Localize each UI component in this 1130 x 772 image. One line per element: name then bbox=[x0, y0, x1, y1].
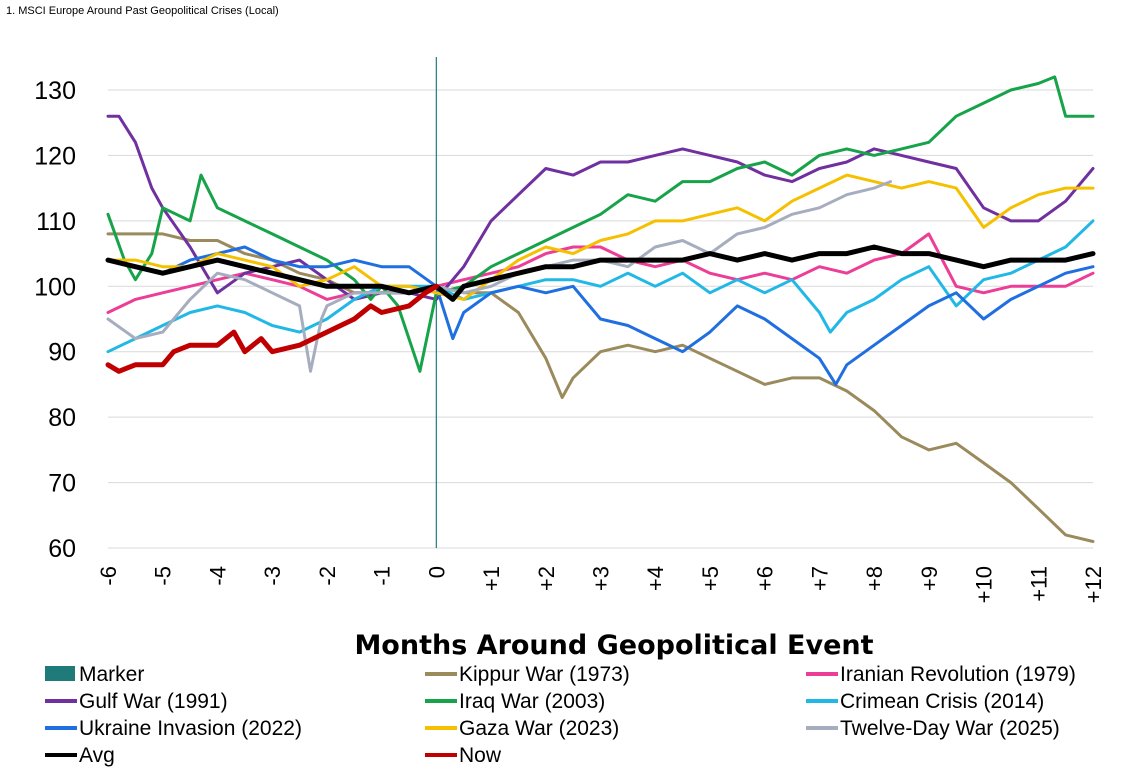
x-tick-label: -2 bbox=[315, 566, 340, 586]
legend-label-iranian-revolution-1979: Iranian Revolution (1979) bbox=[840, 663, 1076, 686]
x-tick-label: -4 bbox=[205, 566, 230, 586]
x-tick-label: +11 bbox=[1026, 566, 1051, 602]
legend-label-now: Now bbox=[459, 744, 502, 767]
x-tick-label: -6 bbox=[96, 566, 121, 586]
y-tick-label: 100 bbox=[34, 273, 76, 301]
y-tick-label: 60 bbox=[48, 535, 76, 563]
series-group bbox=[105, 75, 1096, 543]
y-axis-ticks: 60 70 80 90 100 110 120 130 bbox=[34, 77, 76, 563]
y-tick-label: 130 bbox=[34, 77, 76, 105]
legend-label-gaza-war-2023: Gaza War (2023) bbox=[459, 717, 619, 740]
series-line-twelve-day-war-2025 bbox=[106, 180, 892, 373]
x-tick-label: +3 bbox=[589, 566, 614, 591]
y-tick-label: 90 bbox=[48, 339, 76, 367]
series-line-ukraine-invasion-2022 bbox=[106, 245, 1095, 386]
series-line-crimean-crisis-2014 bbox=[106, 219, 1095, 354]
legend-label-twelve-day-war-2025: Twelve-Day War (2025) bbox=[840, 717, 1060, 740]
x-tick-label: -1 bbox=[370, 566, 395, 586]
x-tick-label: +6 bbox=[753, 566, 778, 591]
series-line-avg bbox=[105, 244, 1096, 302]
legend-label-crimean-crisis-2014: Crimean Crisis (2014) bbox=[840, 690, 1044, 713]
legend-label-iraq-war-2003: Iraq War (2003) bbox=[459, 690, 605, 713]
x-tick-label: -5 bbox=[151, 566, 176, 586]
x-tick-label: +9 bbox=[917, 566, 942, 591]
x-tick-label: +7 bbox=[807, 566, 832, 591]
series-line-iranian-revolution-1979 bbox=[106, 232, 1095, 314]
x-tick-label: +10 bbox=[972, 566, 997, 603]
x-tick-label: +2 bbox=[534, 566, 559, 591]
series-line-iraq-war-2003 bbox=[106, 75, 1095, 373]
x-tick-label: +12 bbox=[1081, 566, 1106, 603]
x-axis-ticks: -6 -5 -4 -3 -2 -1 0 +1 +2 +3 +4 +5 +6 +7 +8 +9 +10 +11 +12 bbox=[96, 566, 1106, 603]
legend-label-gulf-war-1991: Gulf War (1991) bbox=[79, 690, 228, 713]
x-axis-label: Months Around Geopolitical Event bbox=[354, 630, 873, 661]
y-tick-label: 70 bbox=[48, 470, 76, 498]
x-tick-label: +5 bbox=[698, 566, 723, 591]
legend-label-marker: Marker bbox=[79, 663, 144, 686]
series-line-kippur-war-1973 bbox=[106, 232, 1095, 543]
legend-label-avg: Avg bbox=[79, 744, 115, 767]
x-tick-label: +4 bbox=[643, 566, 668, 591]
series-line-gaza-war-2023 bbox=[106, 173, 1095, 301]
chart-title: 1. MSCI Europe Around Past Geopolitical … bbox=[6, 5, 279, 17]
x-tick-label: +8 bbox=[862, 566, 887, 591]
legend-label-ukraine-invasion-2022: Ukraine Invasion (2022) bbox=[79, 717, 302, 740]
y-tick-label: 120 bbox=[34, 142, 76, 170]
legend: Marker Kippur War (1973) Iranian Revolutio… bbox=[45, 663, 1076, 767]
series-line-gulf-war-1991 bbox=[106, 114, 1095, 301]
x-tick-label: -3 bbox=[260, 566, 285, 586]
legend-label-kippur-war-1973: Kippur War (1973) bbox=[459, 663, 630, 686]
y-tick-label: 80 bbox=[48, 404, 76, 432]
x-tick-label: +1 bbox=[479, 566, 504, 591]
y-tick-label: 110 bbox=[36, 208, 76, 236]
series-line-now bbox=[105, 283, 439, 374]
legend-swatch-marker bbox=[45, 666, 75, 681]
x-tick-label: 0 bbox=[424, 566, 449, 578]
